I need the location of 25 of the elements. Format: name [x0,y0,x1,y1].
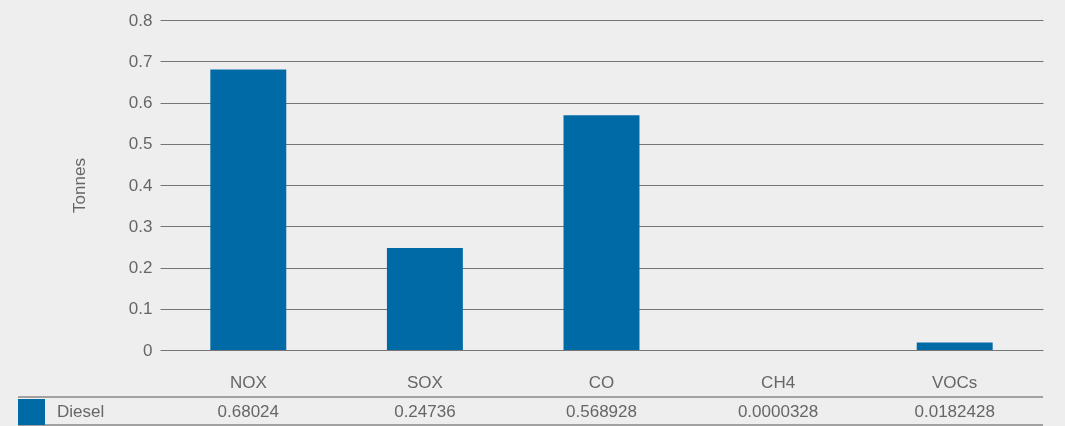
bar [386,247,463,350]
y-tick-label: 0.2 [128,258,153,277]
data-label: 0.0000328 [737,402,819,421]
y-tick-label: 0.3 [128,216,153,236]
bar [210,69,287,350]
x-tick-label: CO [588,372,615,392]
data-label: 0.68024 [217,402,280,421]
y-tick-label: 0.4 [128,175,153,195]
data-label: 0.568928 [566,402,637,421]
legend-label: Diesel [57,402,105,421]
bar [563,115,640,350]
y-tick-label: 0.1 [128,299,153,319]
x-tick-label: SOX [406,372,443,392]
data-label: 0.0182428 [914,402,995,421]
y-tick-label: 0 [143,340,153,360]
y-tick-label: 0.6 [128,93,153,112]
bar [916,342,993,350]
y-axis-title: Tonnes [69,158,89,213]
x-tick-label: NOX [229,372,267,392]
data-label: 0.24736 [394,402,456,421]
y-tick-label: 0.7 [128,51,153,71]
x-tick-label: CH4 [761,372,796,392]
x-tick-label: VOCs [932,372,978,392]
y-tick-label: 0.8 [128,10,153,30]
y-tick-label: 0.5 [128,134,153,154]
